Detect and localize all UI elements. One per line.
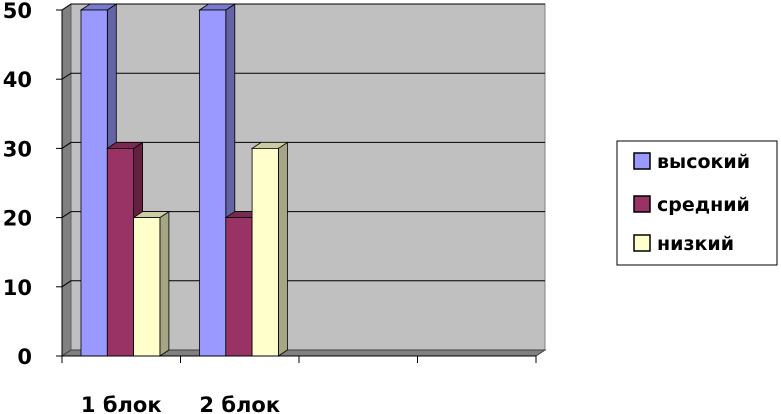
bar [251, 147, 279, 357]
y-tick-label: 10 [3, 276, 32, 300]
y-tick-label: 0 [17, 345, 32, 369]
legend-swatch [633, 195, 651, 213]
bar-side [277, 141, 288, 357]
bar-side [159, 210, 170, 357]
gridline [61, 3, 545, 11]
bar [106, 147, 135, 357]
legend-label: низкий [657, 233, 734, 255]
y-tick-label: 40 [3, 68, 32, 92]
legend-swatch [633, 234, 651, 252]
gridline [61, 72, 545, 80]
side-wall [61, 3, 72, 357]
legend: высокий средний низкий [616, 140, 778, 266]
bar [225, 217, 253, 357]
category-label: 1 блок [81, 393, 162, 414]
gridline [61, 280, 545, 288]
legend-label: высокий [657, 151, 750, 173]
bar [133, 217, 161, 357]
category-label: 2 блок [199, 393, 280, 414]
gridline [61, 141, 545, 149]
y-tick-label: 50 [3, 0, 32, 23]
y-tick-label: 30 [3, 137, 32, 161]
bar [199, 9, 227, 357]
legend-label: средний [657, 194, 750, 216]
bar [80, 9, 108, 357]
y-tick-label: 20 [3, 207, 32, 231]
gridline [61, 211, 545, 219]
legend-swatch [633, 152, 651, 170]
